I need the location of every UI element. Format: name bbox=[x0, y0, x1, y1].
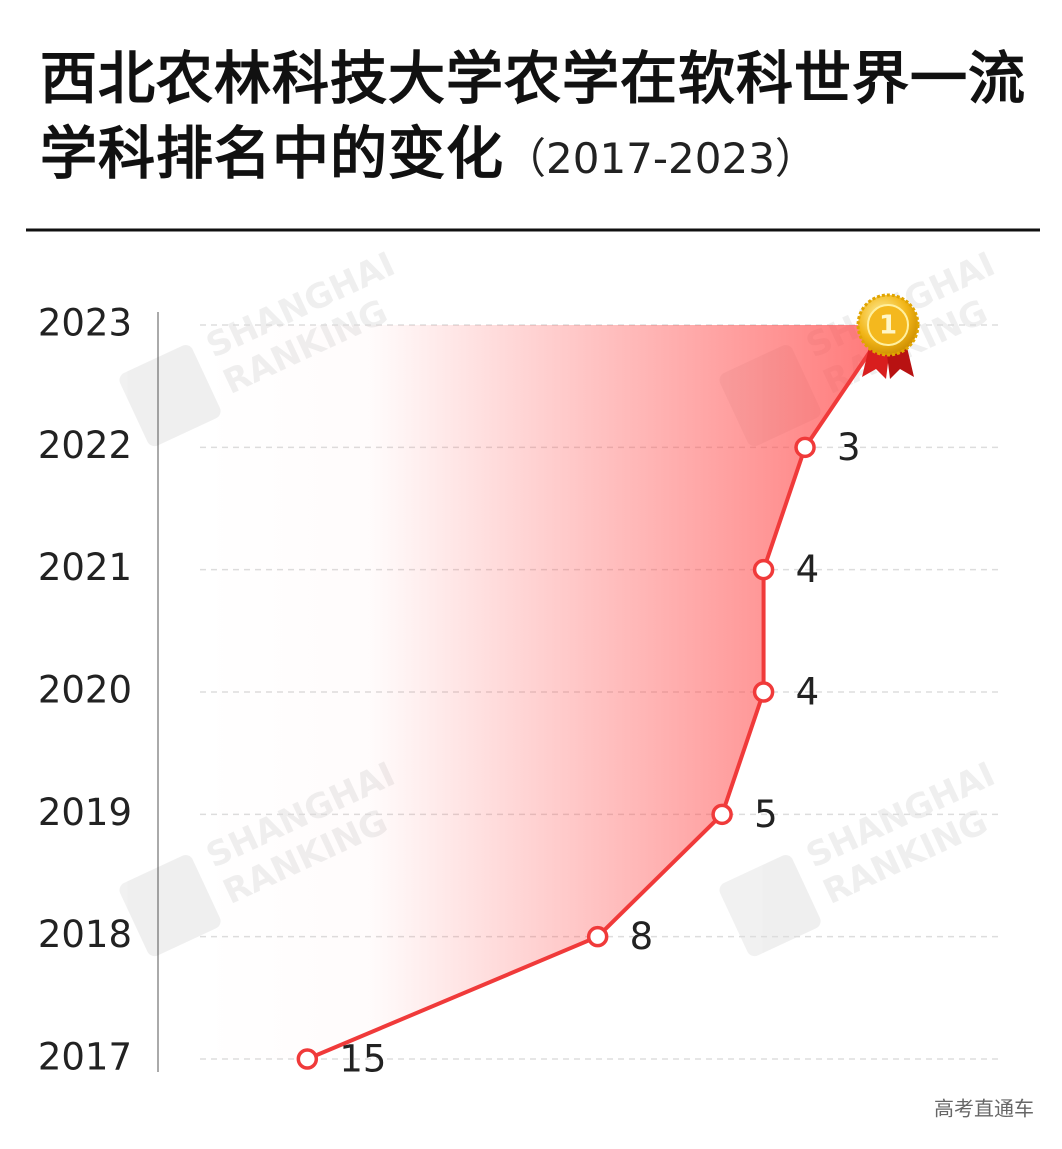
data-label: 8 bbox=[630, 915, 654, 958]
point bbox=[752, 681, 775, 703]
y-tick-label: 2018 bbox=[38, 913, 132, 956]
title-block: 西北农林科技大学农学在软科世界一流学科排名中的变化（2017-2023） bbox=[40, 42, 1050, 196]
y-tick-label: 2019 bbox=[38, 791, 132, 834]
point bbox=[711, 803, 733, 826]
area-fill bbox=[200, 325, 889, 1059]
data-label: 1 bbox=[879, 311, 897, 341]
y-tick-label: 2023 bbox=[38, 302, 132, 345]
point bbox=[794, 436, 816, 459]
watermark-logo bbox=[119, 855, 221, 957]
data-label: 5 bbox=[754, 793, 778, 836]
watermark-logo bbox=[119, 345, 221, 447]
data-label: 3 bbox=[837, 426, 861, 469]
source: 高考直通车 bbox=[934, 1097, 1034, 1121]
y-tick-label: 2021 bbox=[38, 546, 132, 589]
point bbox=[296, 1048, 319, 1070]
data-label: 4 bbox=[796, 548, 820, 591]
point bbox=[586, 925, 609, 948]
y-tick-label: 2017 bbox=[38, 1036, 132, 1079]
chart-subtitle: （2017-2023） bbox=[504, 134, 817, 183]
point bbox=[752, 558, 775, 581]
data-label: 4 bbox=[796, 671, 820, 714]
y-tick-label: 2020 bbox=[38, 669, 132, 712]
chart-title: 西北农林科技大学农学在软科世界一流学科排名中的变化 bbox=[40, 46, 1026, 187]
data-label: 15 bbox=[339, 1038, 386, 1081]
medal-inner bbox=[867, 304, 910, 346]
y-tick-label: 2022 bbox=[38, 424, 132, 467]
watermark-logo bbox=[719, 855, 821, 957]
